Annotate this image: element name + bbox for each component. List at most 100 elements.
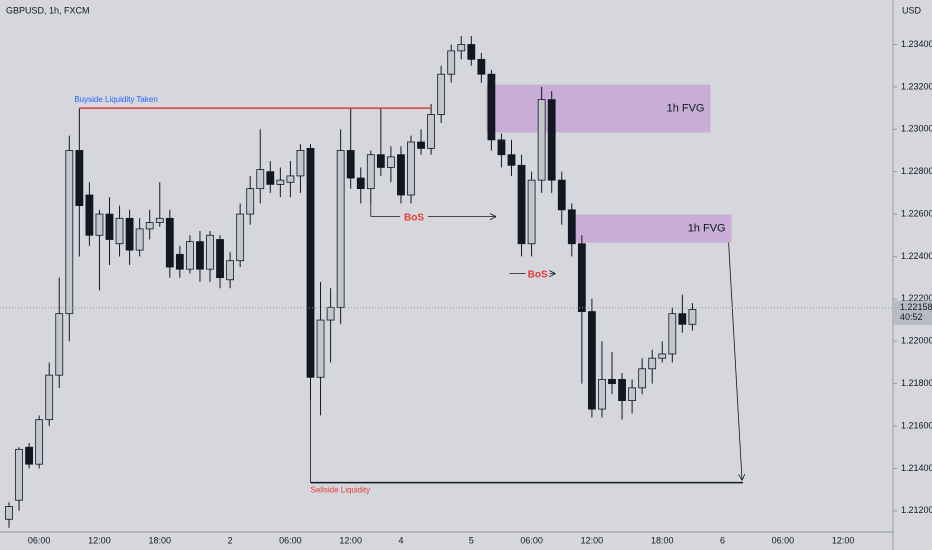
y-tick-label: 1.23000 [901,124,932,134]
candle-body [427,114,436,149]
candle-body [236,213,245,262]
y-tick-label: 1.22400 [901,251,932,261]
candle-body [175,253,184,270]
candle-body [75,150,84,206]
candle-body [537,99,546,181]
last-price-box [894,300,932,325]
countdown: 40:52 [900,312,923,322]
y-tick-label: 1.22800 [901,166,932,176]
y-tick-label: 1.21800 [901,378,932,388]
candle-body [376,154,385,168]
x-tick-label: 5 [469,535,474,545]
candle-body [226,260,235,281]
y-tick-label: 1.21200 [901,505,932,515]
candle-body [256,169,265,190]
x-tick-label: 2 [228,535,233,545]
y-tick-label: 1.22600 [901,208,932,218]
candle-body [286,175,295,183]
bos-label: BoS [528,269,548,280]
candle-body [457,44,466,52]
y-tick-label: 1.22000 [901,336,932,346]
x-tick-label: 18:00 [148,535,171,545]
candle-body [527,179,536,245]
candle-body [447,50,456,75]
fvg-label: 1h FVG [667,102,705,114]
candle-body [638,368,647,389]
candle-body [407,141,415,196]
y-tick-label: 1.23400 [901,39,932,49]
candle-body [115,217,124,245]
y-tick-label: 1.21600 [901,420,932,430]
candle-body [397,154,405,196]
candle-body [577,243,586,312]
candle-body [165,217,174,268]
candle-body [15,448,23,501]
candle-body [5,506,13,520]
fvg-label: 1h FVG [688,222,726,234]
candle-body [35,419,44,465]
sellside-label: Sellside Liquidity [311,486,371,495]
candle-body [105,213,114,240]
bos-label: BoS [404,212,424,223]
x-tick-label: 06:00 [28,535,51,545]
buyside-label: Buyside Liquidity Taken [74,95,157,104]
candle-body [507,154,516,166]
candle-body [437,73,446,115]
candle-body [618,378,626,401]
candle-body [678,313,687,325]
candle-body [216,239,224,279]
candle-body [487,73,496,141]
x-tick-label: 06:00 [279,535,302,545]
fvg-zone [568,214,732,243]
candle-body [608,378,616,385]
candle-body [155,217,164,223]
candle-body [588,311,596,410]
candle-body [648,357,657,370]
y-tick-label: 1.21400 [901,463,932,473]
candle-body [356,177,365,190]
y-tick-label: 1.23200 [901,81,932,91]
projection-arrow [728,242,742,480]
candle-body [326,306,335,321]
x-tick-label: 18:00 [651,535,674,545]
candle-body [145,222,154,230]
candle-body [417,141,425,149]
currency: USD [902,5,922,15]
candle-body [185,241,194,270]
x-tick-label: 12:00 [339,535,362,545]
x-tick-label: 12:00 [832,535,855,545]
candle-body [306,147,315,378]
candle-body [557,179,566,211]
candle-body [688,309,697,325]
candle-body [366,154,375,190]
candle-body [45,374,54,421]
candle-body [497,139,506,156]
candle-body [567,209,576,245]
candle-body [517,164,526,245]
fvg-zone [486,84,711,133]
candle-body [65,150,74,315]
candle-body [246,188,255,215]
candle-body [85,194,94,236]
x-tick-label: 06:00 [520,535,543,545]
candle-body [316,319,325,378]
candle-body [386,156,395,168]
candle-body [55,313,64,376]
candle-body [336,150,345,308]
candle-body [206,234,214,270]
candle-body [547,99,556,181]
last-price-label: 1.22158 [900,302,932,312]
candle-body [628,387,636,401]
x-tick-label: 4 [398,535,403,545]
candle-body [346,150,355,179]
candle-body [266,171,275,185]
candle-body [598,378,606,410]
x-tick-label: 12:00 [88,535,111,545]
candle-body [95,213,104,236]
candle-body [467,44,476,60]
candle-body [276,179,285,185]
candle-body [196,241,204,270]
